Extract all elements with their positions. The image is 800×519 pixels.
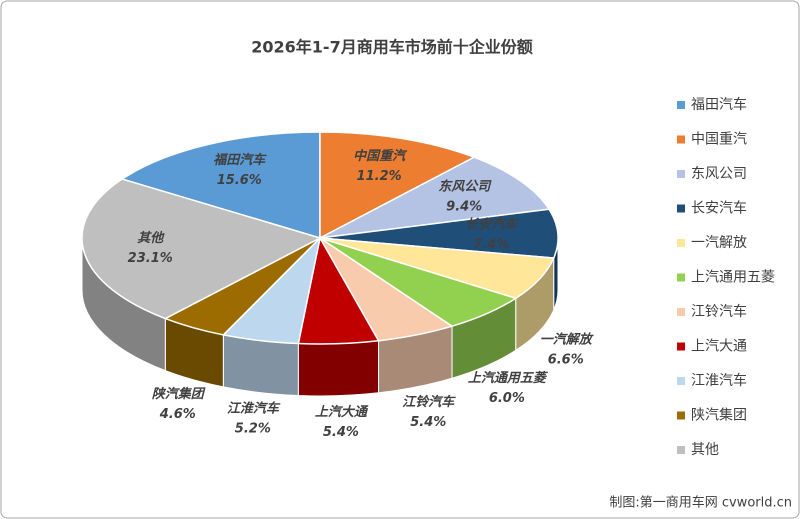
legend-swatch [677,273,685,282]
data-label-name: 陕汽集团 [152,386,206,402]
legend-swatch [677,204,685,213]
legend-label: 其他 [691,442,719,458]
data-label-name: 江铃汽车 [402,394,456,410]
data-label-name: 上汽大通 [315,404,369,420]
pie-slice [319,208,559,259]
legend-swatch [677,342,685,351]
pie-slice [319,156,551,239]
legend-label: 上汽通用五菱 [691,270,775,286]
data-label-name: 上汽通用五菱 [468,370,549,386]
data-label: 23.1% [128,251,173,266]
data-label: 5.4% [410,415,446,430]
legend-swatch [677,446,685,454]
legend-label: 陕汽集团 [691,407,747,424]
legend-swatch [677,101,685,109]
pie-slice [120,131,321,240]
legend-swatch [677,377,685,385]
legend-label: 上汽大通 [691,339,747,355]
data-label-name: 一汽解放 [540,331,594,347]
data-label-name: 福田汽车 [213,152,267,168]
legend-label: 中国重汽 [691,132,747,148]
data-label: 11.2% [357,169,402,184]
data-label-name: 其他 [137,230,165,246]
legend-label: 东风公司 [691,166,747,182]
legend-label: 福田汽车 [691,96,747,113]
data-label: 7.4% [473,237,509,252]
data-label: 6.6% [548,352,584,367]
data-label-name: 东风公司 [438,178,492,194]
legend-label: 江铃汽车 [691,303,747,320]
legend-swatch [677,411,685,420]
pie-slice-side [222,334,299,397]
source-note: 制图:第一商用车网 cvworld.cn [609,495,792,511]
legend-swatch [677,239,685,247]
legend-label: 长安汽车 [691,200,747,217]
chart-title: 2026年1-7月商用车市场前十企业份额 [251,38,532,57]
pie-slice [81,178,322,320]
pie-slice [319,131,476,240]
data-label-name: 中国重汽 [353,148,408,164]
legend-swatch [677,170,685,178]
data-label: 5.4% [323,425,359,440]
data-label: 9.4% [446,199,482,214]
pie-slice-side [297,340,380,397]
data-label-name: 江淮汽车 [227,400,281,416]
legend-label: 江淮汽车 [691,372,747,389]
legend-label: 一汽解放 [691,235,747,251]
data-label: 6.0% [489,391,525,406]
legend-swatch [677,135,685,144]
data-label: 5.2% [235,421,271,436]
legend-swatch [677,308,685,316]
data-label: 4.6% [159,407,196,422]
data-label-name: 长安汽车 [465,216,519,232]
data-label: 15.6% [217,173,262,188]
